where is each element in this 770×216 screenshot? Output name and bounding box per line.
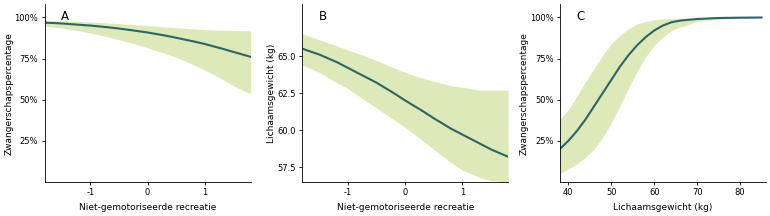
Text: B: B [319,10,326,22]
Text: C: C [576,10,584,22]
X-axis label: Niet-gemotoriseerde recreatie: Niet-gemotoriseerde recreatie [79,203,216,212]
X-axis label: Niet-gemotoriseerde recreatie: Niet-gemotoriseerde recreatie [336,203,474,212]
X-axis label: Lichaamsgewicht (kg): Lichaamsgewicht (kg) [613,203,712,212]
Y-axis label: Zwangerschapspercentage: Zwangerschapspercentage [4,32,13,154]
Y-axis label: Lichaamsgewicht (kg): Lichaamsgewicht (kg) [267,43,276,143]
Text: A: A [61,10,69,22]
Y-axis label: Zwangerschapspercentage: Zwangerschapspercentage [519,32,528,154]
